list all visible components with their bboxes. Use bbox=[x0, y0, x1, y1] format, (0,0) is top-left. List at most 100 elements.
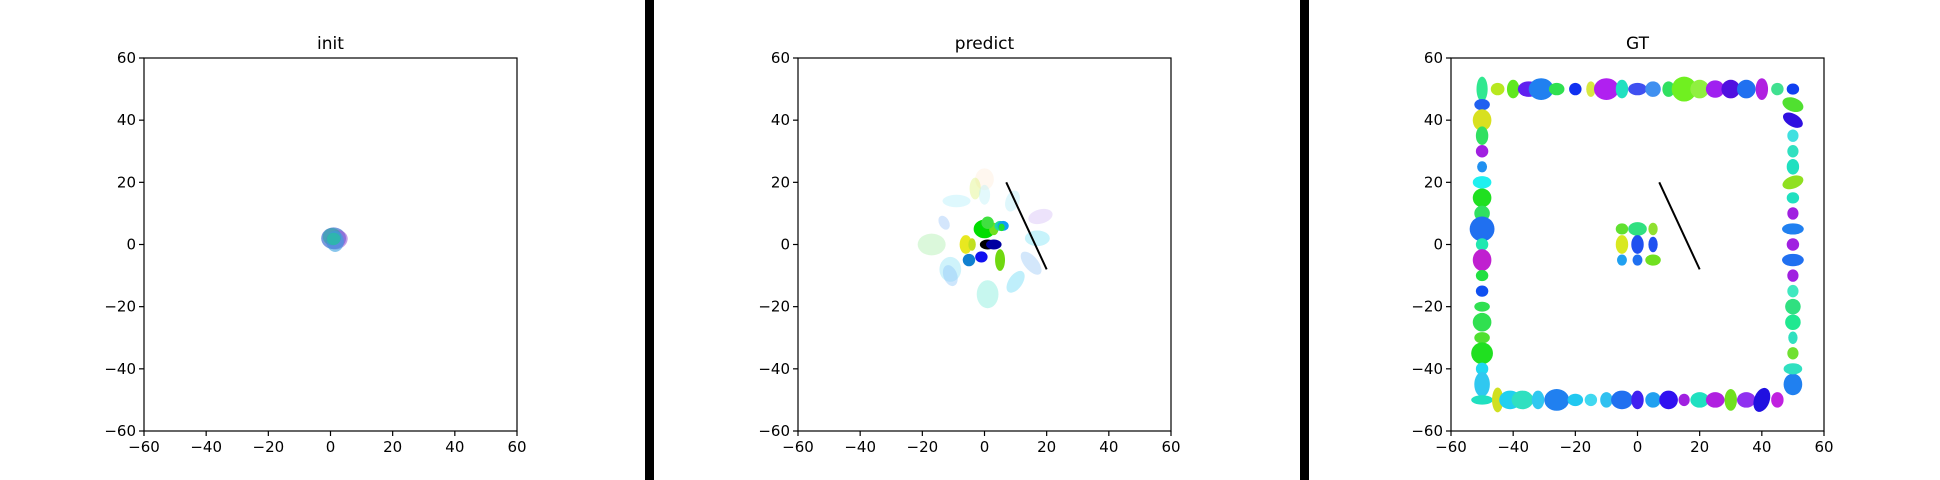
ellipse-marker bbox=[942, 265, 958, 287]
ellipse-marker bbox=[1631, 235, 1644, 254]
ellipse-marker bbox=[1645, 392, 1661, 408]
ellipse-marker bbox=[981, 216, 994, 229]
ellipse-marker bbox=[1786, 83, 1800, 95]
ellipse-marker bbox=[1787, 269, 1799, 282]
ellipse-marker bbox=[1783, 363, 1803, 375]
ellipse-marker bbox=[1628, 82, 1647, 96]
ellipse-marker bbox=[1615, 223, 1629, 235]
ellipse-marker bbox=[1785, 298, 1801, 315]
ellipse-marker bbox=[1472, 249, 1492, 271]
x-tick-label: 20 bbox=[1690, 438, 1709, 456]
ellipse-marker bbox=[1615, 235, 1629, 254]
chart-title: predict bbox=[955, 34, 1015, 54]
ellipse-marker bbox=[1005, 190, 1020, 212]
y-tick-label: 0 bbox=[780, 236, 790, 254]
ellipse-marker bbox=[1475, 145, 1489, 158]
y-tick-label: 20 bbox=[1424, 173, 1443, 191]
ellipse-marker bbox=[1771, 82, 1784, 96]
y-tick-label: −60 bbox=[1411, 422, 1443, 440]
ellipse-marker bbox=[1006, 270, 1025, 293]
ellipse-marker bbox=[1787, 145, 1799, 158]
ellipse-marker bbox=[1690, 392, 1709, 408]
ellipse-marker bbox=[1531, 390, 1545, 410]
y-tick-label: 60 bbox=[117, 49, 136, 67]
ellipse-marker bbox=[1782, 223, 1804, 235]
line-segment bbox=[1658, 181, 1701, 270]
x-tick-label: −20 bbox=[253, 438, 285, 456]
ellipse-marker bbox=[1477, 161, 1488, 173]
ellipse-marker bbox=[1472, 312, 1492, 332]
ellipse-marker bbox=[1631, 390, 1644, 410]
x-tick-label: 40 bbox=[1099, 438, 1118, 456]
ellipse-marker bbox=[1787, 284, 1799, 298]
ellipse-marker bbox=[1020, 251, 1042, 275]
y-tick-label: −40 bbox=[1411, 360, 1443, 378]
y-tick-label: −60 bbox=[104, 422, 136, 440]
ellipse-marker bbox=[1600, 392, 1613, 408]
ellipse-marker bbox=[1615, 79, 1629, 99]
ellipse-marker bbox=[1724, 389, 1737, 411]
ellipse-marker bbox=[1659, 390, 1678, 410]
x-tick-label: −40 bbox=[190, 438, 222, 456]
y-tick-label: 0 bbox=[1433, 236, 1443, 254]
ellipse-marker bbox=[986, 239, 1002, 250]
ellipse-marker bbox=[1586, 81, 1596, 97]
ellipse-marker bbox=[1662, 81, 1675, 97]
ellipse-marker bbox=[1474, 332, 1490, 344]
ellipse-marker bbox=[1782, 97, 1804, 113]
ellipse-marker bbox=[1628, 222, 1647, 236]
ellipse-marker bbox=[1474, 301, 1490, 312]
ellipse-marker bbox=[1476, 76, 1488, 102]
ellipse-marker bbox=[1787, 347, 1799, 360]
ellipse-marker bbox=[975, 168, 994, 191]
ellipse-marker bbox=[1492, 387, 1504, 413]
x-tick-label: 40 bbox=[445, 438, 464, 456]
ellipse-marker bbox=[1782, 175, 1804, 190]
x-tick-label: 60 bbox=[507, 438, 526, 456]
x-tick-label: −20 bbox=[1560, 438, 1592, 456]
ellipse-marker bbox=[1028, 208, 1053, 225]
ellipse-marker bbox=[975, 251, 988, 263]
ellipse-marker bbox=[1736, 392, 1756, 408]
y-tick-label: 20 bbox=[117, 173, 136, 191]
ellipse-marker bbox=[1475, 238, 1489, 251]
y-tick-label: −40 bbox=[758, 360, 790, 378]
chart-panel-0: −60 −40 −20 0 20 40 60 −60 −40 −20 0 20 40 60 init bbox=[104, 34, 526, 456]
chart-panel-1: −60 −40 −20 0 20 40 60 −60 −40 −20 0 20 40 60 predict bbox=[758, 34, 1180, 456]
ellipse-marker bbox=[962, 253, 976, 267]
ellipse-marker bbox=[1471, 395, 1493, 405]
chart-title: init bbox=[317, 34, 344, 54]
x-tick-label: −40 bbox=[844, 438, 876, 456]
ellipse-marker bbox=[1782, 112, 1803, 128]
plot-area bbox=[1469, 76, 1804, 413]
y-tick-label: 40 bbox=[771, 111, 790, 129]
ellipse-marker bbox=[1584, 393, 1598, 407]
ellipse-marker bbox=[1469, 216, 1495, 242]
x-tick-label: 0 bbox=[980, 438, 990, 456]
ellipse-marker bbox=[1593, 78, 1619, 100]
ellipse-marker bbox=[1567, 393, 1584, 407]
y-tick-label: 40 bbox=[117, 111, 136, 129]
ellipse-marker bbox=[995, 249, 1006, 271]
y-tick-label: −20 bbox=[758, 298, 790, 316]
ellipse-marker bbox=[1785, 314, 1801, 330]
plot-area bbox=[321, 227, 348, 252]
x-tick-label: −60 bbox=[782, 438, 814, 456]
ellipse-marker bbox=[1786, 159, 1800, 175]
ellipse-marker bbox=[1472, 176, 1492, 189]
ellipse-marker bbox=[1475, 126, 1489, 146]
ellipse-marker bbox=[968, 238, 976, 251]
ellipse-marker bbox=[1705, 80, 1725, 98]
ellipse-marker bbox=[1690, 79, 1709, 99]
x-tick-label: 60 bbox=[1814, 438, 1833, 456]
ellipse-marker bbox=[1569, 82, 1582, 96]
ellipse-marker bbox=[1474, 99, 1490, 111]
ellipse-marker bbox=[1648, 222, 1658, 236]
ellipse-marker bbox=[1490, 82, 1505, 96]
ellipse-marker bbox=[1475, 269, 1489, 282]
x-tick-label: 0 bbox=[326, 438, 336, 456]
y-tick-label: −40 bbox=[104, 360, 136, 378]
x-tick-label: 20 bbox=[383, 438, 402, 456]
ellipse-marker bbox=[1548, 82, 1565, 96]
